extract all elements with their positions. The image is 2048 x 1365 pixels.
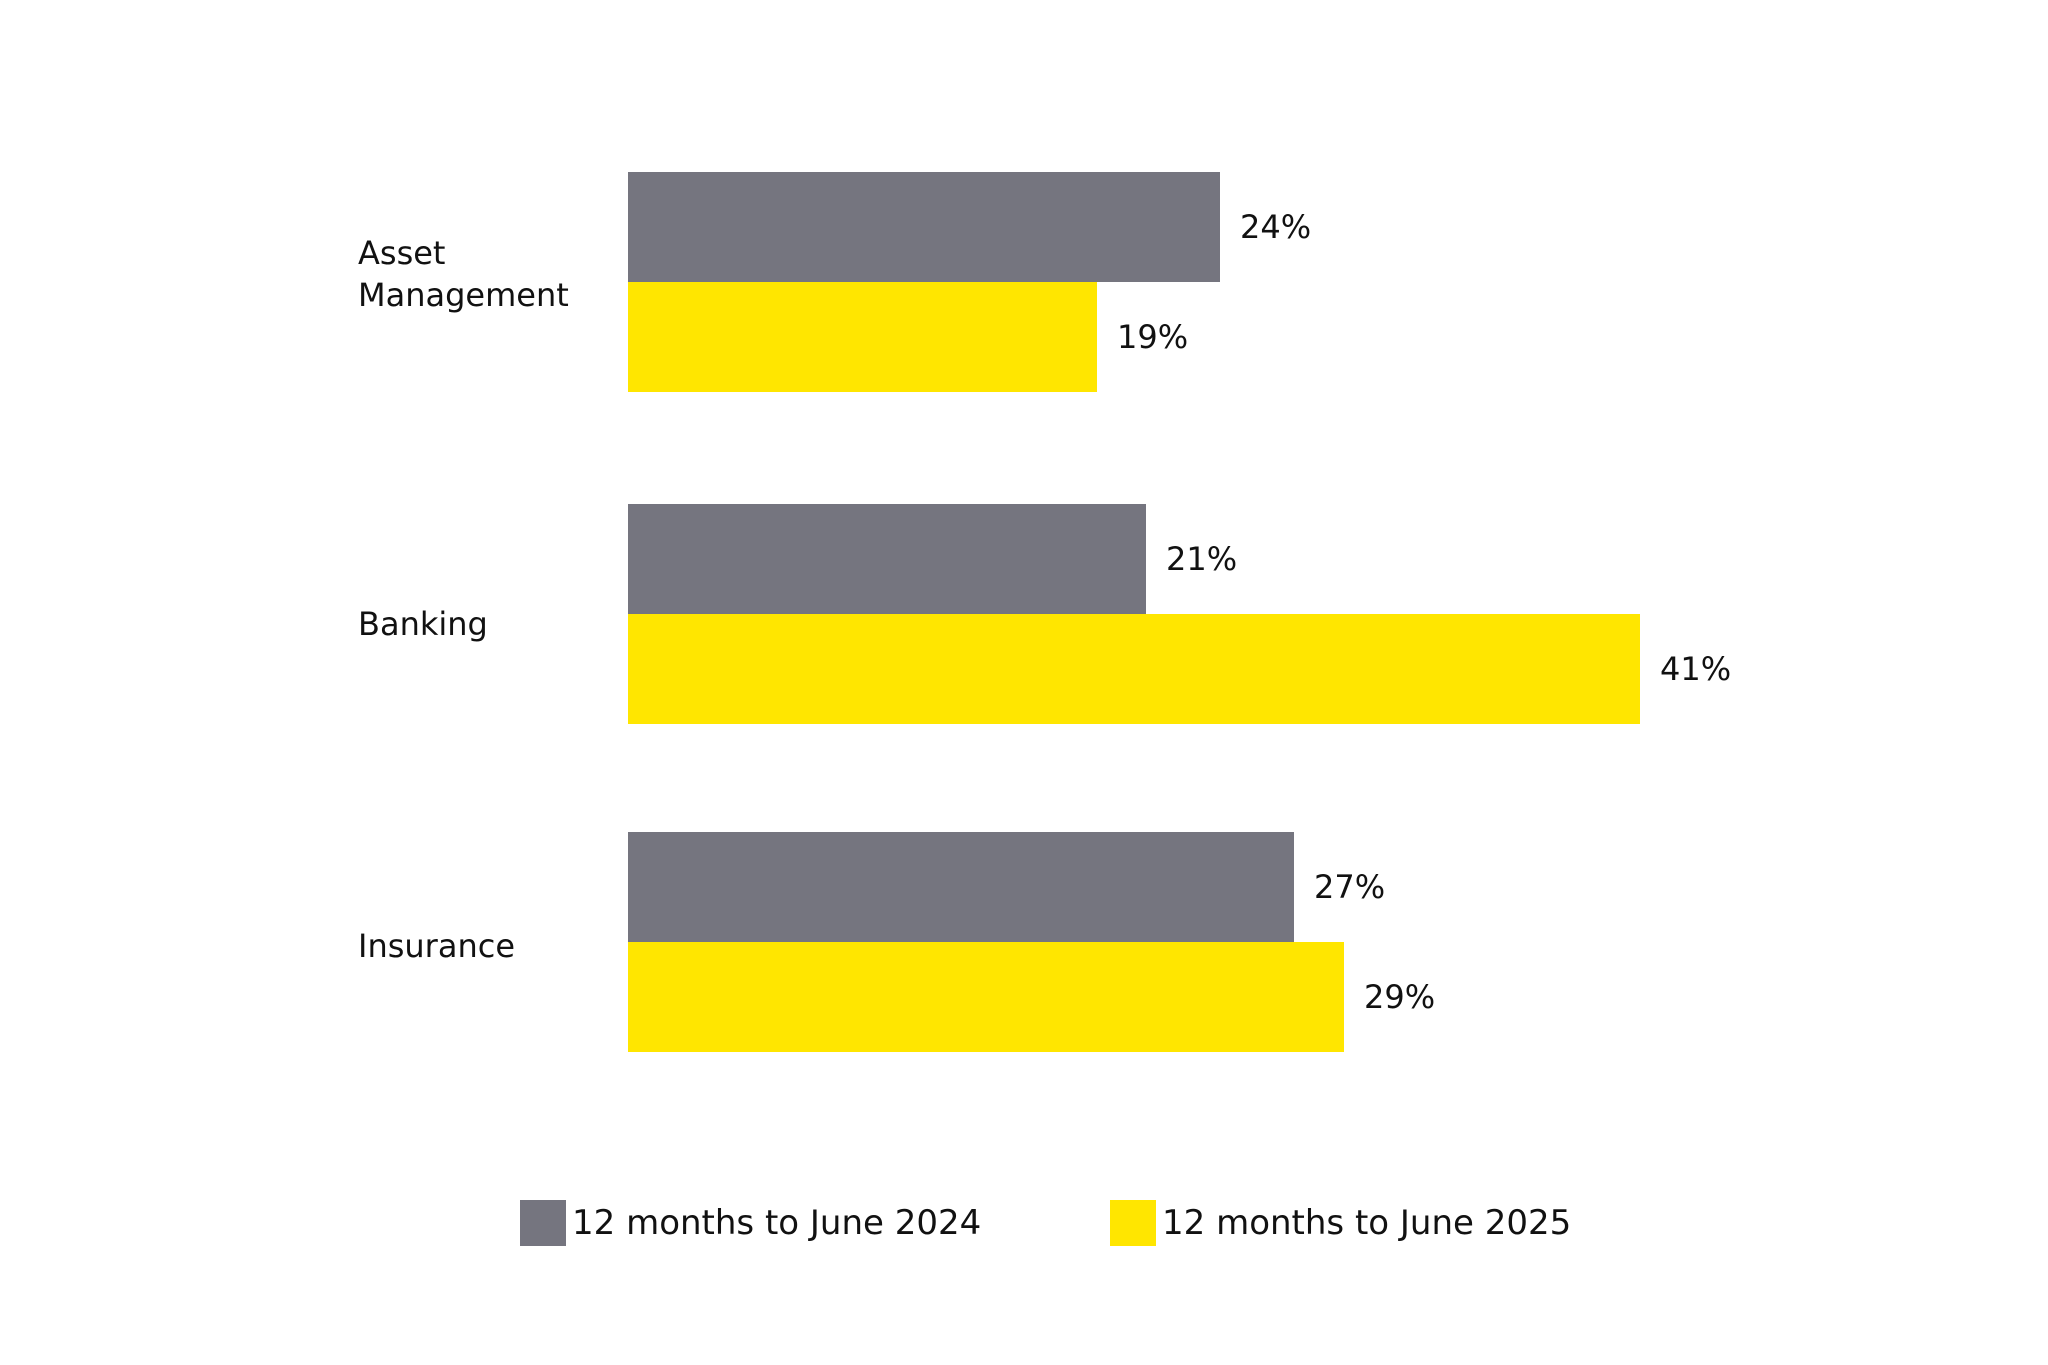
bar-2024 (628, 504, 1146, 614)
legend-swatch-2025 (1110, 1200, 1156, 1246)
category-label: Banking (358, 605, 488, 643)
legend-swatch-2024 (520, 1200, 566, 1246)
bar-2024 (628, 832, 1294, 942)
category-label: Asset Management (358, 234, 569, 314)
data-label: 27% (1314, 868, 1386, 906)
bar-2025 (628, 942, 1344, 1052)
category-label: Insurance (358, 927, 515, 965)
bar-2025 (628, 282, 1097, 392)
data-label: 21% (1166, 540, 1238, 578)
legend-label: 12 months to June 2024 (572, 1203, 982, 1243)
bar-2025 (628, 614, 1640, 724)
data-label: 19% (1117, 318, 1189, 356)
bar-2024 (628, 172, 1220, 282)
data-label: 29% (1364, 978, 1436, 1016)
data-label: 41% (1660, 650, 1732, 688)
legend-label: 12 months to June 2025 (1162, 1203, 1572, 1243)
data-label: 24% (1240, 208, 1312, 246)
